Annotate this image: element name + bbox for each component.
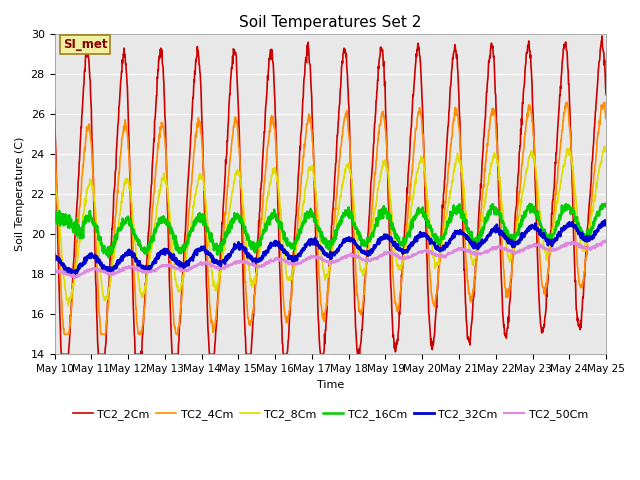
TC2_50Cm — [296, 261, 304, 267]
TC2_16Cm — [93, 223, 101, 228]
TC2_2Cm — [116, 89, 124, 95]
Line: TC2_4Cm: TC2_4Cm — [54, 102, 606, 334]
TC2_32Cm — [51, 252, 58, 257]
TC2_50Cm — [93, 266, 101, 272]
TC2_16Cm — [296, 229, 304, 235]
TC2_32Cm — [307, 240, 314, 245]
TC2_4Cm — [60, 331, 68, 337]
TC2_16Cm — [51, 210, 58, 216]
TC2_4Cm — [51, 143, 58, 149]
TC2_50Cm — [51, 266, 58, 272]
TC2_32Cm — [68, 272, 76, 278]
TC2_2Cm — [58, 351, 65, 357]
TC2_32Cm — [601, 217, 609, 223]
TC2_50Cm — [116, 268, 124, 274]
TC2_4Cm — [93, 273, 101, 279]
TC2_2Cm — [51, 107, 58, 113]
X-axis label: Time: Time — [317, 380, 344, 390]
TC2_8Cm — [116, 211, 124, 216]
Line: TC2_16Cm: TC2_16Cm — [54, 204, 606, 257]
TC2_32Cm — [285, 254, 292, 260]
TC2_32Cm — [116, 259, 124, 264]
TC2_16Cm — [307, 213, 314, 218]
TC2_2Cm — [365, 221, 372, 227]
TC2_8Cm — [602, 147, 610, 153]
Text: SI_met: SI_met — [63, 38, 108, 51]
TC2_4Cm — [296, 190, 304, 195]
TC2_8Cm — [285, 275, 292, 280]
TC2_2Cm — [93, 337, 101, 343]
Line: TC2_8Cm: TC2_8Cm — [54, 146, 606, 305]
TC2_16Cm — [105, 254, 113, 260]
TC2_4Cm — [307, 114, 314, 120]
TC2_16Cm — [489, 201, 497, 207]
TC2_2Cm — [296, 146, 304, 152]
TC2_2Cm — [602, 92, 610, 97]
TC2_50Cm — [71, 275, 79, 281]
TC2_8Cm — [365, 246, 372, 252]
TC2_2Cm — [598, 33, 606, 39]
TC2_16Cm — [285, 242, 292, 248]
TC2_50Cm — [602, 238, 610, 244]
TC2_50Cm — [285, 260, 292, 265]
TC2_16Cm — [365, 236, 372, 242]
TC2_4Cm — [365, 245, 372, 251]
TC2_50Cm — [602, 237, 609, 243]
Title: Soil Temperatures Set 2: Soil Temperatures Set 2 — [239, 15, 422, 30]
TC2_4Cm — [563, 99, 570, 105]
TC2_8Cm — [65, 302, 72, 308]
TC2_4Cm — [602, 116, 610, 122]
TC2_32Cm — [296, 253, 304, 259]
TC2_32Cm — [365, 249, 372, 255]
TC2_4Cm — [116, 154, 124, 160]
TC2_16Cm — [602, 201, 610, 207]
TC2_16Cm — [116, 226, 124, 232]
TC2_32Cm — [602, 222, 610, 228]
Y-axis label: Soil Temperature (C): Soil Temperature (C) — [15, 137, 25, 252]
TC2_8Cm — [51, 179, 58, 185]
Line: TC2_50Cm: TC2_50Cm — [54, 240, 606, 278]
TC2_50Cm — [307, 256, 314, 262]
Legend: TC2_2Cm, TC2_4Cm, TC2_8Cm, TC2_16Cm, TC2_32Cm, TC2_50Cm: TC2_2Cm, TC2_4Cm, TC2_8Cm, TC2_16Cm, TC2… — [68, 405, 592, 424]
TC2_32Cm — [93, 257, 101, 263]
Line: TC2_32Cm: TC2_32Cm — [54, 220, 606, 275]
TC2_8Cm — [93, 233, 101, 239]
TC2_8Cm — [296, 222, 304, 228]
TC2_50Cm — [365, 258, 372, 264]
TC2_4Cm — [285, 309, 292, 314]
TC2_2Cm — [307, 62, 314, 68]
TC2_8Cm — [600, 144, 608, 149]
TC2_2Cm — [285, 328, 292, 334]
TC2_8Cm — [307, 167, 314, 172]
Line: TC2_2Cm: TC2_2Cm — [54, 36, 606, 354]
